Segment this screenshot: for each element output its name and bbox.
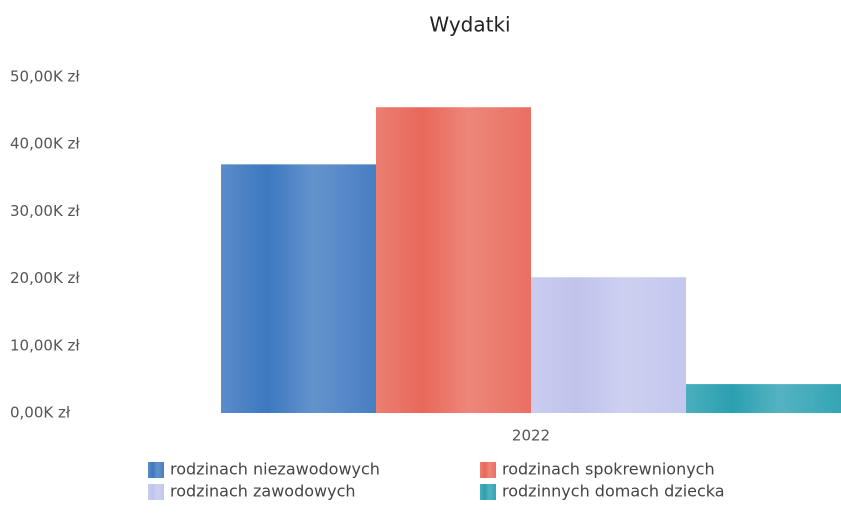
- legend-label: rodzinach zawodowych: [170, 482, 356, 501]
- legend-swatch: [480, 462, 496, 478]
- bar: [376, 107, 531, 414]
- chart-title: Wydatki: [429, 13, 510, 37]
- y-tick-label: 50,00K zł: [10, 68, 80, 86]
- bar: [221, 164, 376, 413]
- legend-swatch: [148, 462, 164, 478]
- legend-label: rodzinach spokrewnionych: [502, 460, 715, 479]
- legend-label: rodzinach niezawodowych: [170, 460, 380, 479]
- bar: [686, 384, 841, 413]
- legend-swatch: [480, 484, 496, 500]
- legend-swatch: [148, 484, 164, 500]
- y-tick-label: 20,00K zł: [10, 269, 80, 287]
- y-tick-label: 10,00K zł: [10, 336, 80, 354]
- y-tick-label: 0,00K zł: [10, 404, 71, 422]
- y-tick-label: 40,00K zł: [10, 135, 80, 153]
- legend-label: rodzinnych domach dziecka: [502, 482, 725, 501]
- y-tick-label: 30,00K zł: [10, 202, 80, 220]
- x-tick-label: 2022: [512, 427, 550, 445]
- bar: [531, 277, 686, 413]
